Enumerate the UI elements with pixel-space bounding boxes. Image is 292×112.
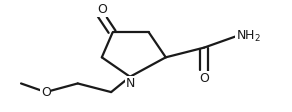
Text: O: O xyxy=(97,3,107,16)
Text: O: O xyxy=(41,86,51,99)
Text: O: O xyxy=(199,72,209,85)
Text: NH$_2$: NH$_2$ xyxy=(236,29,261,44)
Text: N: N xyxy=(125,77,135,90)
